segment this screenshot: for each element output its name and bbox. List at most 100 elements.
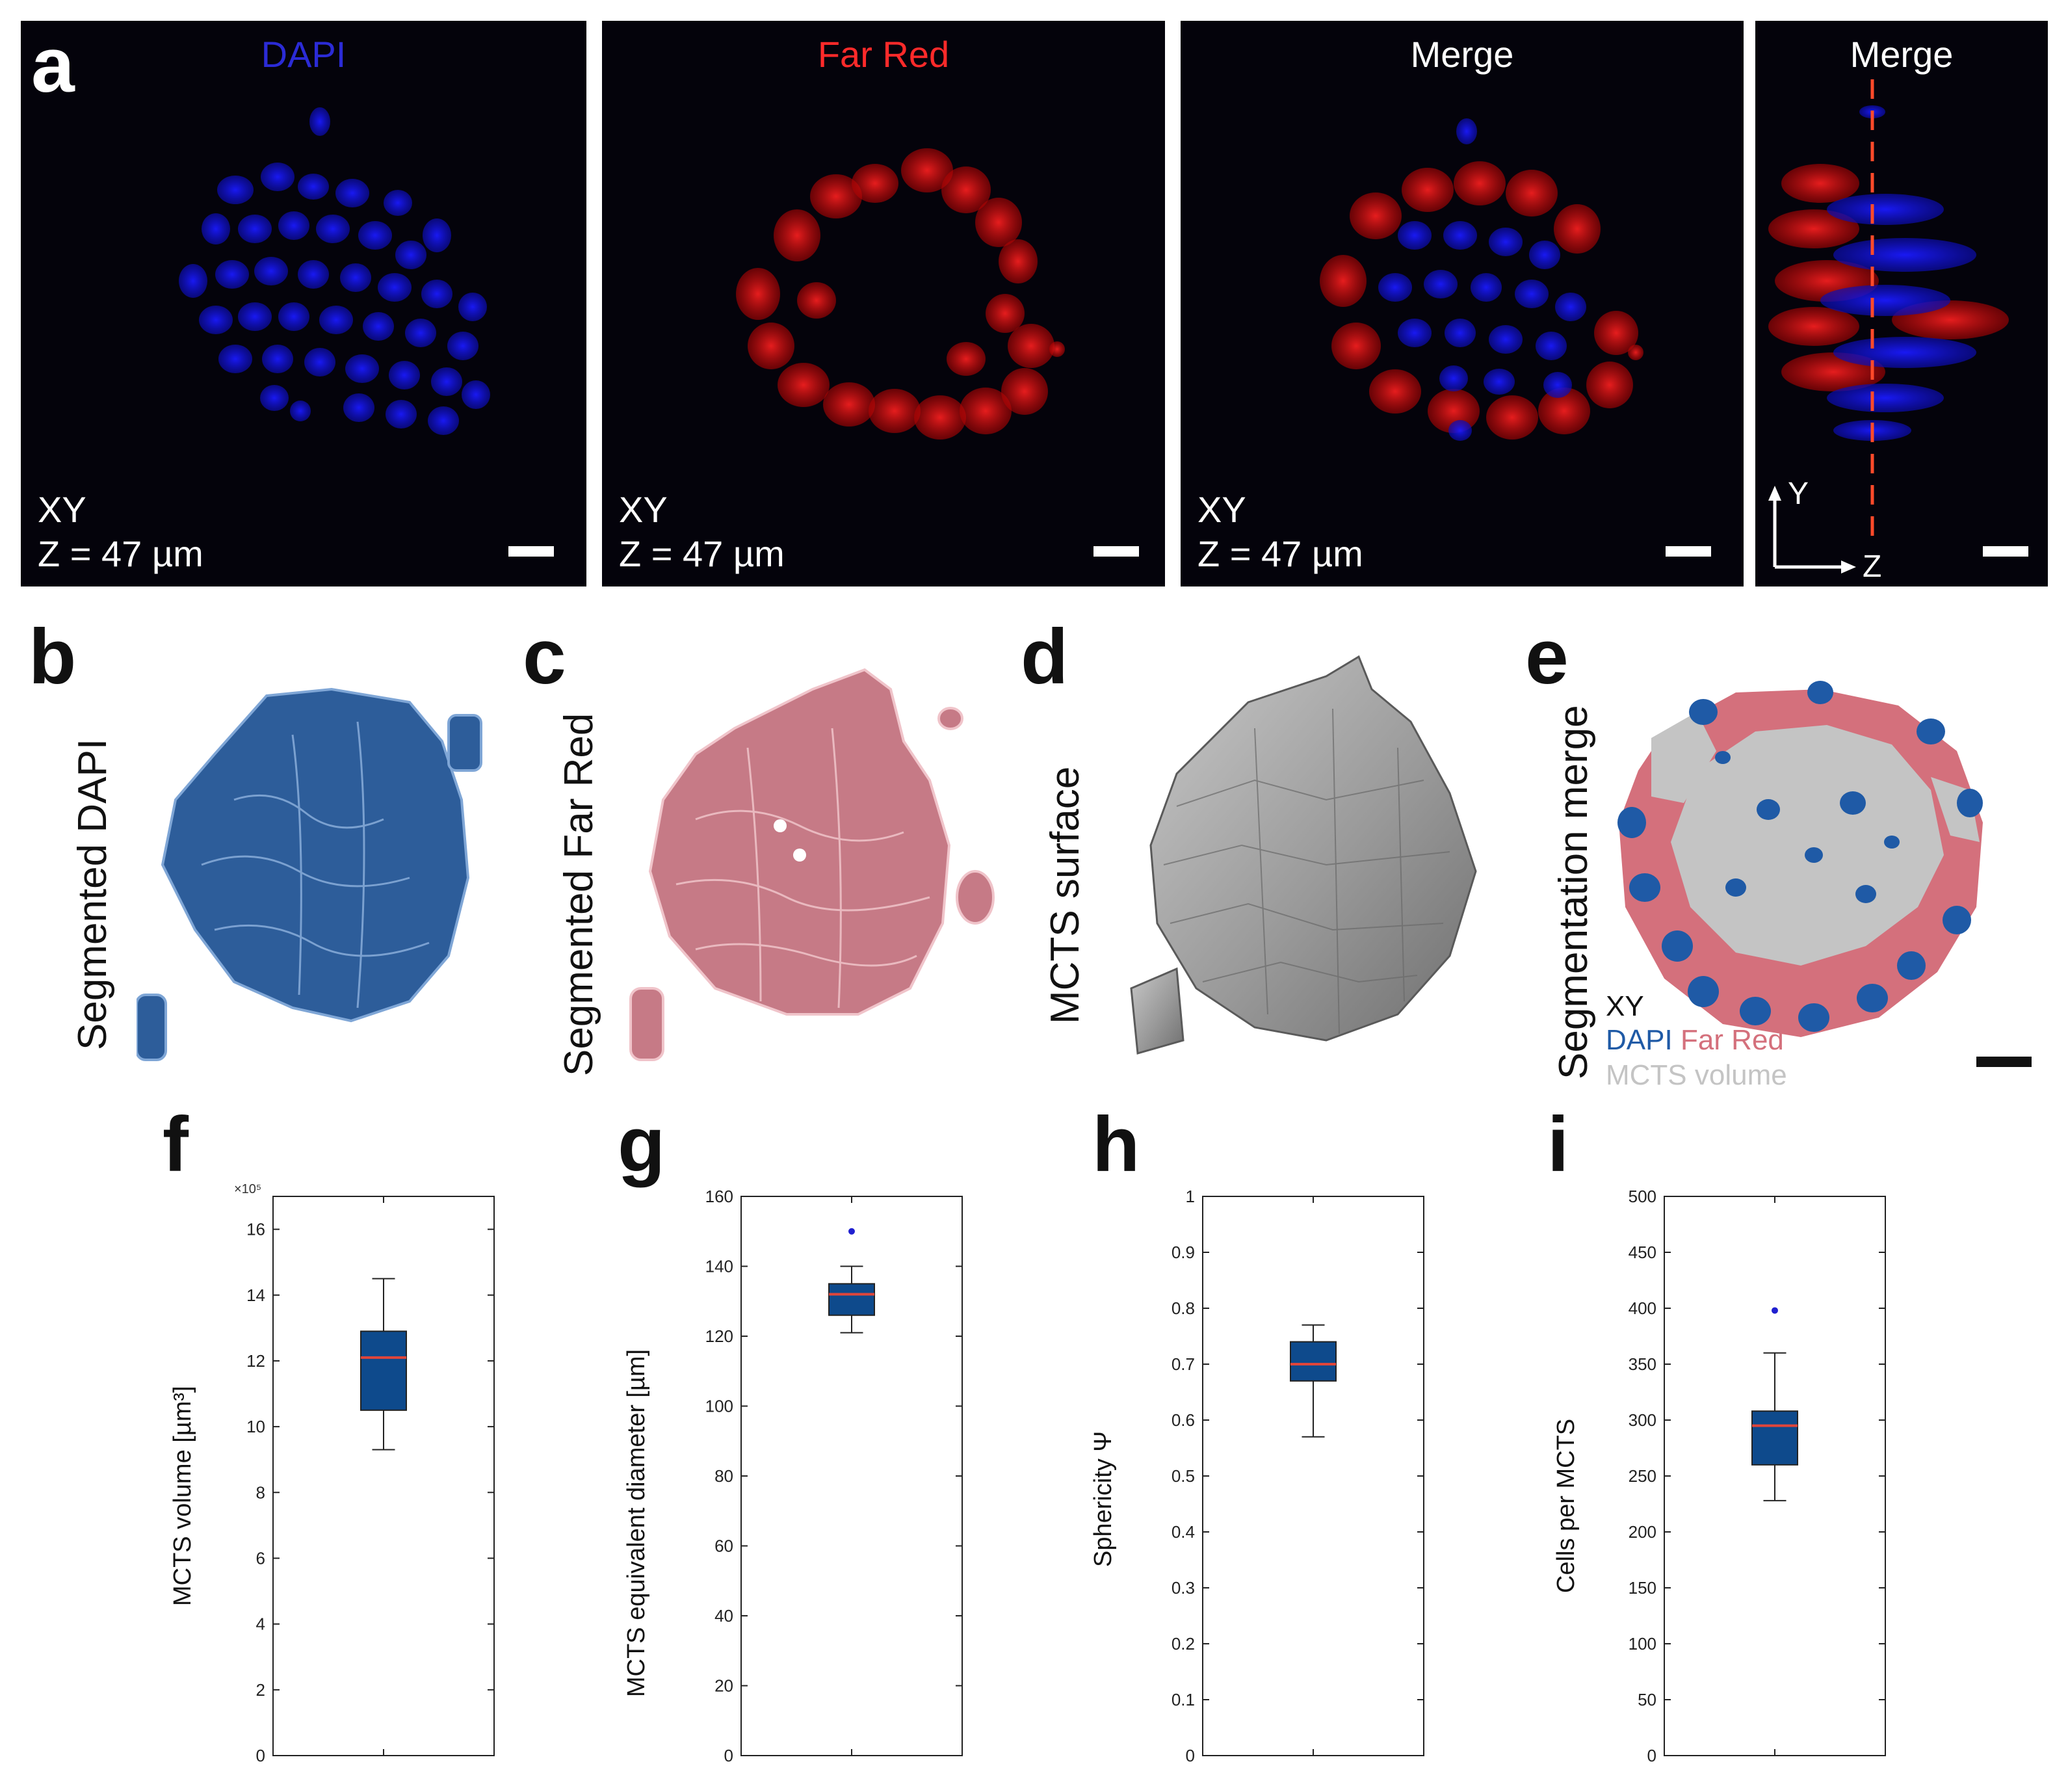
farred-depth: Z = 47 µm bbox=[619, 533, 785, 574]
merge-xy-depth: Z = 47 µm bbox=[1198, 533, 1363, 574]
y-tick-label: 0.7 bbox=[1171, 1354, 1195, 1374]
y-tick-label: 100 bbox=[1629, 1634, 1656, 1654]
farred-title: Far Red bbox=[817, 34, 950, 75]
y-tick-label: 100 bbox=[705, 1397, 733, 1416]
y-tick-label: 400 bbox=[1629, 1298, 1656, 1318]
y-tick-label: 0.3 bbox=[1171, 1578, 1195, 1598]
y-tick-label: 450 bbox=[1629, 1243, 1656, 1262]
yz-axis-z-label: Z bbox=[1863, 549, 1882, 584]
mcts-surface-label: MCTS surface bbox=[1043, 766, 1088, 1024]
chart-h: 0 0.1 0.2 0.3 0.4 0.5 0.6 0.7 0.8 0.9 1 bbox=[1171, 1187, 1424, 1765]
merge-yz-scalebar bbox=[1983, 546, 2028, 557]
segmentation-merge-label: Segmentation merge bbox=[1551, 705, 1596, 1079]
y-tick-label: 6 bbox=[256, 1548, 265, 1568]
chart-i: 0 50 100 150 200 250 300 350 400 450 500 bbox=[1629, 1187, 1886, 1765]
panel-letter-a: a bbox=[31, 21, 75, 109]
legend-mcts-volume: MCTS volume bbox=[1606, 1059, 1787, 1091]
merge-cells-art bbox=[1320, 118, 1643, 441]
y-tick-label: 0.6 bbox=[1171, 1410, 1195, 1430]
segmented-far-red-label: Segmented Far Red bbox=[556, 713, 601, 1076]
farred-orientation: XY bbox=[619, 489, 668, 530]
y-tick-label: 0 bbox=[1647, 1746, 1656, 1765]
chart-g-ylabel: MCTS equivalent diameter [µm] bbox=[623, 1349, 650, 1697]
segmentation-merge-render bbox=[1617, 681, 1983, 1037]
dapi-scalebar bbox=[508, 546, 554, 557]
y-tick-label: 10 bbox=[246, 1417, 265, 1436]
merge-yz-title: Merge bbox=[1850, 34, 1954, 75]
y-tick-label: 0.5 bbox=[1171, 1466, 1195, 1486]
farred-scalebar bbox=[1093, 546, 1139, 557]
chart-f: 0 2 4 6 8 10 12 14 16 bbox=[246, 1196, 495, 1765]
y-tick-label: 80 bbox=[714, 1466, 733, 1486]
farred-cells-art bbox=[736, 148, 1065, 440]
axes-frame bbox=[1202, 1196, 1424, 1756]
panel-letter-h: h bbox=[1092, 1101, 1140, 1188]
chart-i-ylabel: Cells per MCTS bbox=[1552, 1418, 1580, 1593]
panel-letter-f: f bbox=[163, 1101, 189, 1188]
dapi-image: DAPI XY Z = 47 µm bbox=[21, 21, 586, 586]
y-tick-label: 0 bbox=[724, 1746, 733, 1765]
dapi-depth: Z = 47 µm bbox=[38, 533, 203, 574]
y-tick-label: 250 bbox=[1629, 1466, 1656, 1486]
panel-e-scalebar bbox=[1976, 1057, 2032, 1067]
y-tick-label: 0.1 bbox=[1171, 1690, 1195, 1709]
chart-g: 0 20 40 60 80 100 120 140 160 bbox=[705, 1187, 963, 1765]
segmented-far-red-render bbox=[629, 668, 995, 1061]
panel-letter-d: d bbox=[1021, 613, 1069, 700]
y-tick-label: 40 bbox=[714, 1606, 733, 1626]
y-tick-label: 200 bbox=[1629, 1522, 1656, 1542]
mcts-surface-render bbox=[1130, 655, 1477, 1055]
merge-yz-image: Merge Y Z bbox=[1755, 21, 2048, 586]
legend-dapi-far-red: DAPI Far Red bbox=[1606, 1026, 1784, 1055]
dapi-orientation: XY bbox=[38, 489, 86, 530]
y-tick-label: 4 bbox=[256, 1614, 265, 1634]
segmented-dapi-label: Segmented DAPI bbox=[70, 738, 115, 1050]
y-tick-label: 0.9 bbox=[1171, 1243, 1195, 1262]
segmented-dapi-render bbox=[137, 687, 482, 1061]
merge-xy-image: Merge XY Z = 47 µm bbox=[1181, 21, 1744, 586]
dapi-nuclei-art bbox=[179, 107, 490, 435]
y-tick-label: 60 bbox=[714, 1536, 733, 1556]
merge-xy-orientation: XY bbox=[1198, 489, 1246, 530]
chart-f-ylabel: MCTS volume [µm³] bbox=[169, 1386, 196, 1606]
y-tick-label: 0.2 bbox=[1171, 1634, 1195, 1654]
y-tick-label: 120 bbox=[705, 1326, 733, 1346]
y-tick-label: 140 bbox=[705, 1257, 733, 1276]
dapi-title: DAPI bbox=[261, 34, 347, 75]
y-tick-label: 0 bbox=[1186, 1746, 1195, 1765]
y-tick-label: 500 bbox=[1629, 1187, 1656, 1206]
y-tick-label: 350 bbox=[1629, 1354, 1656, 1374]
iqr-box bbox=[1290, 1341, 1337, 1382]
panel-letter-g: g bbox=[618, 1101, 666, 1188]
y-tick-label: 0.4 bbox=[1171, 1522, 1195, 1542]
y-tick-label: 14 bbox=[246, 1285, 265, 1305]
yz-axis-y-label: Y bbox=[1788, 477, 1809, 511]
iqr-box bbox=[360, 1330, 407, 1411]
panel-letter-b: b bbox=[29, 613, 77, 700]
panel-letter-i: i bbox=[1547, 1101, 1569, 1188]
panel-letter-c: c bbox=[523, 613, 566, 700]
y-tick-label: 150 bbox=[1629, 1578, 1656, 1598]
outlier-point bbox=[1772, 1307, 1778, 1314]
legend-dapi: DAPI bbox=[1606, 1024, 1673, 1056]
chart-h-ylabel: Sphericity Ψ bbox=[1090, 1430, 1117, 1567]
yz-axis-arrows bbox=[1768, 486, 1856, 573]
y-tick-label: 20 bbox=[714, 1676, 733, 1696]
y-tick-label: 0 bbox=[256, 1746, 265, 1765]
chart-f-multiplier: ×10⁵ bbox=[234, 1182, 262, 1196]
panel-letter-e: e bbox=[1525, 613, 1569, 700]
y-tick-label: 50 bbox=[1638, 1690, 1656, 1709]
legend-xy: XY bbox=[1606, 990, 1644, 1022]
y-tick-label: 2 bbox=[256, 1680, 265, 1700]
outlier-point bbox=[848, 1228, 855, 1235]
y-tick-label: 12 bbox=[246, 1351, 265, 1371]
farred-image: Far Red XY Z = 47 µm bbox=[602, 21, 1165, 586]
legend-far-red: Far Red bbox=[1680, 1024, 1784, 1056]
iqr-box bbox=[828, 1283, 875, 1316]
y-tick-label: 1 bbox=[1186, 1187, 1195, 1206]
merge-yz-art bbox=[1768, 79, 2009, 573]
y-tick-label: 0.8 bbox=[1171, 1298, 1195, 1318]
merge-xy-title: Merge bbox=[1410, 34, 1514, 75]
y-tick-label: 16 bbox=[246, 1220, 265, 1239]
y-tick-label: 160 bbox=[705, 1187, 733, 1206]
